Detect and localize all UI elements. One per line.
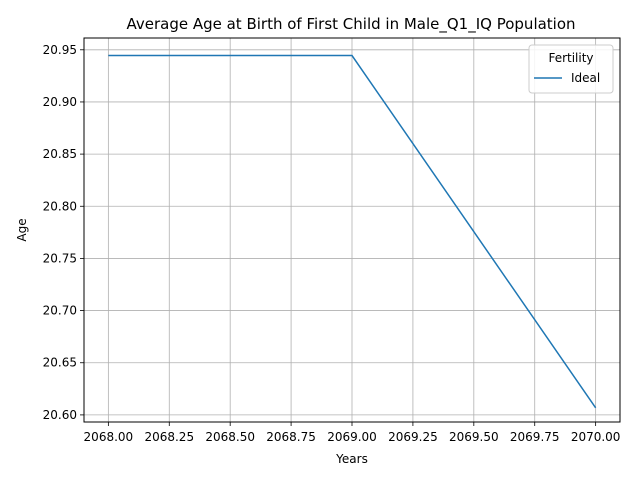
x-tick-label: 2069.25 xyxy=(388,430,438,444)
y-tick-label: 20.90 xyxy=(43,95,77,109)
x-tick-label: 2070.00 xyxy=(571,430,621,444)
y-tick-label: 20.80 xyxy=(43,199,77,213)
y-axis-ticks: 20.60 20.65 20.70 20.75 20.80 20.85 20.90 20.95 xyxy=(43,43,84,422)
x-axis-label: Years xyxy=(335,452,368,466)
legend-title: Fertility xyxy=(548,51,593,65)
y-tick-label: 20.60 xyxy=(43,408,77,422)
series-line-ideal xyxy=(108,54,597,409)
legend: Fertility Ideal xyxy=(528,44,614,94)
x-tick-label: 2069.50 xyxy=(449,430,499,444)
legend-box xyxy=(528,44,614,94)
x-tick-label: 2069.75 xyxy=(510,430,560,444)
x-tick-label: 2068.00 xyxy=(84,430,134,444)
y-axis-label: Age xyxy=(15,218,29,241)
x-tick-label: 2069.00 xyxy=(327,430,377,444)
x-tick-label: 2068.75 xyxy=(266,430,316,444)
chart-title: Average Age at Birth of First Child in M… xyxy=(126,15,575,34)
y-tick-label: 20.65 xyxy=(43,356,77,370)
y-tick-label: 20.95 xyxy=(43,43,77,57)
x-axis-ticks: 2068.00 2068.25 2068.50 2068.75 2069.00 2069.… xyxy=(84,422,621,444)
legend-label-ideal: Ideal xyxy=(571,71,600,85)
y-tick-label: 20.75 xyxy=(43,251,77,265)
x-tick-label: 2068.50 xyxy=(205,430,255,444)
series-layer xyxy=(108,54,597,409)
grid xyxy=(84,38,620,422)
x-tick-label: 2068.25 xyxy=(144,430,194,444)
y-tick-label: 20.70 xyxy=(43,304,77,318)
y-tick-label: 20.85 xyxy=(43,147,77,161)
